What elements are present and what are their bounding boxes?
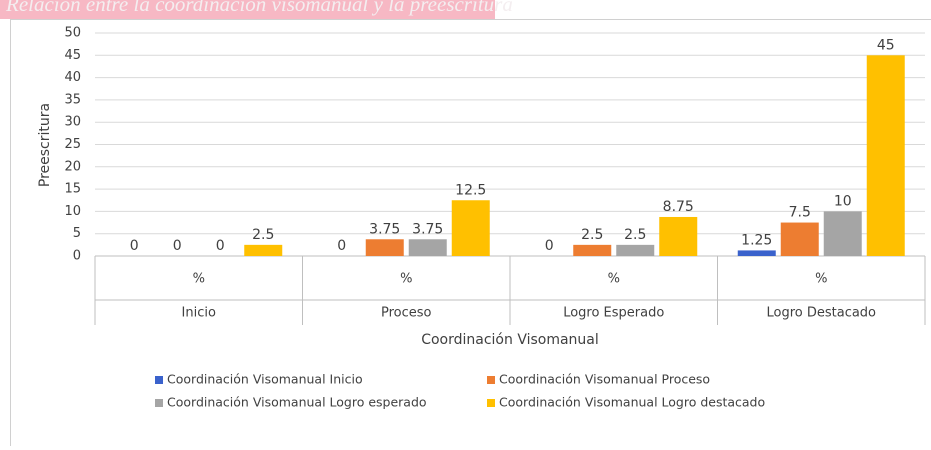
y-tick-label: 40	[64, 70, 81, 85]
x-sub-label: %	[815, 272, 827, 287]
data-label: 3.75	[412, 221, 443, 237]
bar	[366, 239, 404, 256]
data-label: 2.5	[624, 227, 646, 243]
legend-label: Coordinación Visomanual Proceso	[499, 372, 710, 387]
legend-swatch	[487, 376, 495, 384]
x-sub-label: %	[400, 272, 412, 287]
data-label: 0	[173, 238, 182, 254]
bar	[781, 223, 819, 256]
legend-swatch	[155, 399, 163, 407]
data-label: 2.5	[252, 227, 274, 243]
y-tick-label: 25	[64, 137, 81, 152]
data-label: 7.5	[789, 205, 811, 221]
data-label: 12.5	[455, 182, 486, 198]
y-tick-label: 10	[64, 204, 81, 219]
y-tick-label: 45	[64, 48, 81, 63]
data-label: 0	[216, 238, 225, 254]
y-axis-label: Preescritura	[37, 103, 53, 187]
bar	[616, 245, 654, 256]
data-label: 2.5	[581, 227, 603, 243]
x-tick-label: Logro Esperado	[563, 306, 664, 321]
bar	[573, 245, 611, 256]
y-tick-label: 35	[64, 92, 81, 107]
x-sub-label: %	[608, 272, 620, 287]
x-sub-label: %	[193, 272, 205, 287]
data-label: 45	[877, 37, 895, 53]
legend-label: Coordinación Visomanual Inicio	[167, 372, 363, 387]
y-tick-label: 5	[73, 226, 81, 241]
bar	[409, 239, 447, 256]
legend-swatch	[487, 399, 495, 407]
data-label: 3.75	[369, 221, 400, 237]
data-label: 10	[834, 193, 852, 209]
bar	[659, 217, 697, 256]
bar	[244, 245, 282, 256]
x-tick-label: Inicio	[182, 306, 216, 321]
bar	[738, 250, 776, 256]
bar	[867, 55, 905, 256]
bar	[452, 200, 490, 256]
y-tick-label: 15	[64, 182, 81, 197]
data-label: 0	[130, 238, 139, 254]
y-tick-label: 0	[73, 249, 81, 264]
y-tick-label: 20	[64, 159, 81, 174]
data-label: 1.25	[741, 232, 772, 248]
legend-label: Coordinación Visomanual Logro destacado	[499, 395, 765, 410]
data-label: 0	[337, 238, 346, 254]
legend-label: Coordinación Visomanual Logro esperado	[167, 395, 427, 410]
bar	[824, 211, 862, 256]
data-label: 8.75	[663, 199, 694, 215]
y-tick-label: 30	[64, 115, 81, 130]
x-axis-label: Coordinación Visomanual	[421, 332, 599, 348]
data-label: 0	[545, 238, 554, 254]
x-tick-label: Logro Destacado	[766, 306, 876, 321]
chart-title: Relación entre la coordinación visomanua…	[5, 0, 513, 16]
y-tick-label: 50	[64, 26, 81, 41]
legend-swatch	[155, 376, 163, 384]
x-tick-label: Proceso	[381, 306, 432, 321]
